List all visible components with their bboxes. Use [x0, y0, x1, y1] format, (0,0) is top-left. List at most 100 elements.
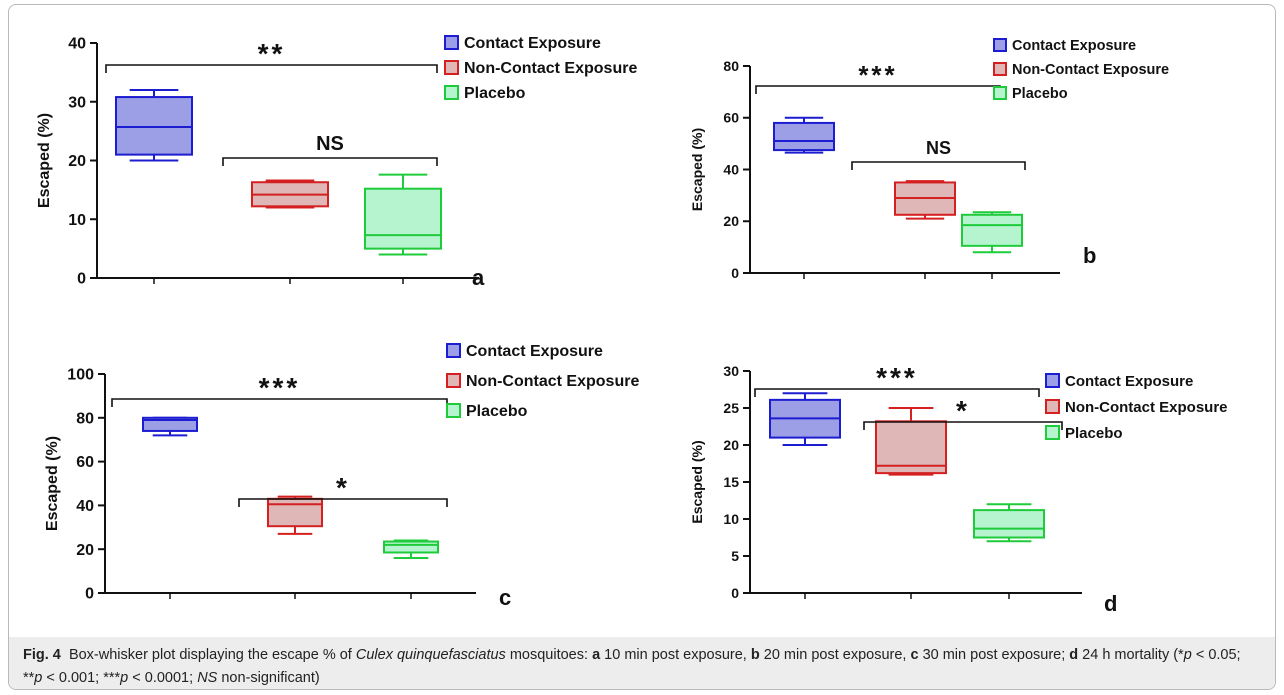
significance-label: NS	[316, 133, 344, 155]
box-contact	[115, 89, 193, 162]
y-tick-label: 15	[723, 474, 739, 490]
box-iqr	[973, 509, 1045, 539]
caption-text-10: non-significant)	[217, 670, 320, 686]
caption-text-9: < 0.0001;	[128, 670, 198, 686]
box-contact	[773, 116, 835, 154]
y-tick-label: 60	[723, 110, 739, 126]
box-non-contact	[875, 407, 947, 476]
significance-bracket	[238, 498, 448, 507]
caption-text-2: mosquitoes:	[505, 647, 593, 663]
legend-label: Placebo	[464, 85, 526, 102]
caption-fig-label: Fig. 4	[23, 647, 61, 663]
box-iqr	[142, 416, 198, 432]
y-tick-label: 80	[723, 58, 739, 74]
significance-label: ***	[876, 362, 918, 393]
significance-bracket	[754, 388, 1040, 397]
box-iqr	[267, 497, 323, 528]
y-tick-label: 0	[77, 271, 86, 288]
legend-label: Placebo	[466, 403, 528, 420]
y-axis-label: Escaped (%)	[44, 436, 61, 531]
box-placebo	[364, 173, 442, 256]
caption-text-6: 24 h mortality (*	[1078, 647, 1184, 663]
legend-swatch	[444, 60, 459, 75]
y-tick-label: 0	[731, 585, 739, 601]
legend-swatch	[1045, 399, 1060, 414]
box-iqr	[961, 213, 1023, 247]
caption-p-2: p	[34, 670, 43, 686]
significance-bracket	[222, 157, 438, 166]
legend-label: Non-Contact Exposure	[1012, 62, 1169, 78]
significance-bracket	[105, 64, 438, 73]
chart-panel-a: 0 10 20 30 40 Escaped (%) ** NS Contact Exposure…	[36, 35, 637, 290]
box-non-contact	[894, 180, 956, 220]
legend-swatch	[446, 373, 461, 388]
y-tick-label: 100	[67, 367, 94, 384]
y-tick-label: 20	[723, 213, 739, 229]
caption-text-1: Box-whisker plot displaying the escape %…	[68, 647, 356, 663]
box-contact	[142, 416, 198, 437]
significance-label: NS	[926, 138, 951, 158]
y-tick-label: 80	[76, 410, 94, 427]
legend-label: Contact Exposure	[464, 35, 601, 52]
y-tick-label: 0	[731, 265, 739, 281]
legend-swatch	[446, 403, 461, 418]
panel-label: c	[499, 585, 511, 610]
legend-swatch	[1045, 425, 1060, 440]
y-tick-label: 40	[723, 161, 739, 177]
box-iqr	[773, 121, 835, 152]
y-tick-label: 20	[76, 542, 94, 559]
box-iqr	[364, 187, 442, 250]
legend-swatch	[1045, 373, 1060, 388]
caption-species: Culex quinquefasciatus	[355, 647, 506, 663]
box-iqr	[115, 96, 193, 156]
figure: 0 10 20 30 40 Escaped (%) ** NS Contact Exposure…	[8, 4, 1276, 690]
caption-text-7: < 0.05; **	[23, 647, 1241, 686]
caption-label-b: b	[750, 647, 760, 663]
legend-label: Contact Exposure	[466, 343, 603, 360]
box-non-contact	[251, 179, 329, 209]
y-tick-label: 40	[68, 36, 86, 53]
caption-label-a: a	[592, 647, 601, 663]
caption-text-5: 30 min post exposure;	[918, 647, 1070, 663]
y-tick-label: 10	[68, 212, 86, 229]
significance-label: ***	[259, 372, 301, 403]
legend-label: Non-Contact Exposure	[1065, 399, 1228, 416]
y-tick-label: 5	[731, 548, 739, 564]
legend-label: Non-Contact Exposure	[464, 60, 637, 77]
y-tick-label: 30	[723, 363, 739, 379]
legend-label: Non-Contact Exposure	[466, 373, 639, 390]
y-tick-label: 40	[76, 498, 94, 515]
legend-label: Contact Exposure	[1012, 38, 1136, 54]
box-iqr	[875, 420, 947, 475]
box-contact	[769, 392, 841, 446]
caption-label-d: d	[1069, 647, 1079, 663]
significance-bracket	[863, 421, 1063, 430]
panel-label: b	[1083, 243, 1096, 268]
y-axis-label: Escaped (%)	[36, 113, 53, 208]
legend-label: Contact Exposure	[1065, 373, 1193, 390]
legend-swatch	[993, 86, 1007, 100]
y-tick-label: 0	[85, 586, 94, 603]
caption-p-3: p	[120, 670, 129, 686]
caption-ns: NS	[197, 670, 218, 686]
chart-panel-b: 0 20 40 60 80 Escaped (%) *** NS Contact Exposur…	[689, 38, 1169, 281]
caption-label-c: c	[910, 647, 919, 663]
caption-text-4: 20 min post exposure,	[759, 647, 911, 663]
box-non-contact	[267, 495, 323, 535]
legend-swatch	[444, 85, 459, 100]
significance-label: *	[956, 395, 970, 426]
y-tick-label: 20	[723, 437, 739, 453]
significance-bracket	[851, 161, 1026, 170]
caption-text-3: 10 min post exposure,	[600, 647, 751, 663]
y-tick-label: 20	[68, 153, 86, 170]
significance-label: ***	[858, 60, 897, 90]
legend-swatch	[993, 62, 1007, 76]
y-axis-label: Escaped (%)	[689, 128, 705, 211]
box-placebo	[973, 503, 1045, 543]
y-tick-label: 10	[723, 511, 739, 527]
box-placebo	[961, 211, 1023, 254]
legend-label: Placebo	[1065, 425, 1123, 442]
